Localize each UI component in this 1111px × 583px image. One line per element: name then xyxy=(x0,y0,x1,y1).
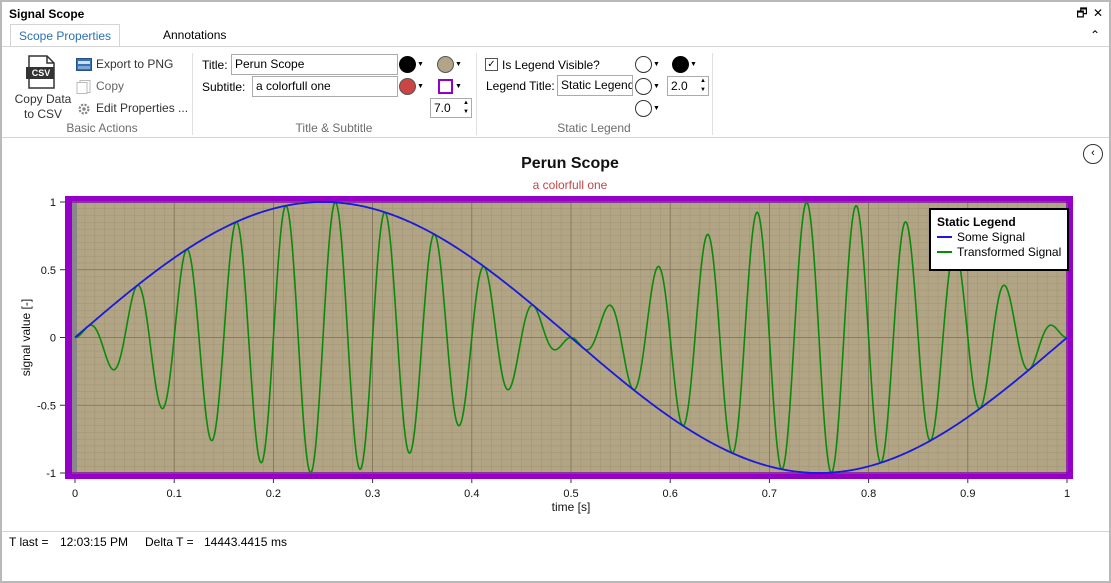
legend-border-width-value: 2.0 xyxy=(671,79,688,93)
t-last-label: T last = xyxy=(9,535,49,549)
title-color-swatch xyxy=(399,56,416,73)
x-tick-label: 1 xyxy=(1064,488,1070,500)
ribbon-tabs: Scope Properties Annotations ⌃ xyxy=(2,24,1109,46)
group-label-title-subtitle: Title & Subtitle xyxy=(295,121,373,135)
edit-properties-label: Edit Properties ... xyxy=(96,101,189,115)
subtitle-color-swatch xyxy=(399,78,416,95)
series-line-some-signal xyxy=(74,201,1068,474)
legend-fill-color-swatch xyxy=(635,56,652,73)
x-axis-label: time [s] xyxy=(552,500,591,514)
copy-csv-button[interactable]: CSV Copy Data to CSV xyxy=(10,53,72,123)
status-bar: T last = 12:03:15 PM Delta T = 14443.441… xyxy=(2,531,1109,551)
copy-button[interactable]: Copy xyxy=(76,77,124,95)
copy-icon xyxy=(76,79,92,94)
dropdown-caret-icon: ▼ xyxy=(653,61,660,68)
x-tick-label: 0.7 xyxy=(762,488,777,500)
background-color-swatch xyxy=(437,56,454,73)
spinner-arrows-icon[interactable]: ▲ ▼ xyxy=(463,100,469,115)
window-title: Signal Scope xyxy=(9,7,85,21)
group-separator xyxy=(712,53,713,135)
delta-t-label: Delta T = xyxy=(145,535,194,549)
subtitle-input[interactable]: a colorfull one xyxy=(252,76,398,97)
csv-file-icon: CSV xyxy=(26,55,56,89)
chart-canvas[interactable]: Perun Scope a colorfull one 0 0.1 0.2 0.3 0.4 0… xyxy=(2,139,1109,531)
close-icon[interactable]: ✕ xyxy=(1092,6,1104,20)
scope-chart[interactable]: Perun Scope a colorfull one 0 0.1 0.2 0.3 0.4 0… xyxy=(2,139,1109,531)
x-tick-label: 0 xyxy=(72,488,78,500)
tab-scope-properties[interactable]: Scope Properties xyxy=(10,24,121,46)
x-tick-label: 0.5 xyxy=(563,488,578,500)
y-tick-label: -0.5 xyxy=(37,400,56,412)
t-last-value: 12:03:15 PM xyxy=(60,535,129,549)
edit-properties-button[interactable]: Edit Properties ... xyxy=(76,99,188,117)
y-tick-label: 0.5 xyxy=(41,265,56,277)
subtitle-field-label: Subtitle: xyxy=(202,80,246,94)
restore-icon[interactable]: 🗗 xyxy=(1076,6,1088,20)
collapse-ribbon-icon[interactable]: ⌃ xyxy=(1089,28,1101,42)
border-width-value: 7.0 xyxy=(434,101,451,115)
group-label-basic-actions: Basic Actions xyxy=(66,121,138,135)
image-icon xyxy=(76,57,92,72)
cursor-marker xyxy=(72,203,77,472)
y-tick-label: 1 xyxy=(50,197,56,209)
y-tick-label: 0 xyxy=(50,333,56,345)
x-tick-label: 0.8 xyxy=(861,488,876,500)
title-input[interactable]: Perun Scope xyxy=(231,54,398,75)
y-axis-label: signal value [-] xyxy=(19,299,33,376)
dropdown-caret-icon: ▼ xyxy=(417,61,424,68)
legend-title-field-label: Legend Title: xyxy=(486,79,555,93)
delta-t-value: 14443.4415 xyxy=(204,535,268,549)
copy-csv-label-line1: Copy Data xyxy=(14,92,72,106)
border-color-swatch xyxy=(438,79,453,94)
x-tick-label: 0.3 xyxy=(365,488,380,500)
dropdown-caret-icon: ▼ xyxy=(455,61,462,68)
legend-title-color-swatch xyxy=(635,100,652,117)
export-png-button[interactable]: Export to PNG xyxy=(76,55,173,73)
gear-icon xyxy=(76,102,92,116)
chart-subtitle: a colorfull one xyxy=(533,178,608,192)
title-field-label: Title: xyxy=(202,58,228,72)
group-separator xyxy=(476,53,477,135)
side-panel-toggle-icon[interactable]: ‹ xyxy=(1083,144,1103,164)
y-tick-label: -1 xyxy=(46,468,56,480)
csv-icon-text: CSV xyxy=(31,68,51,78)
legend-visible-label: Is Legend Visible? xyxy=(502,58,600,72)
dropdown-caret-icon: ▼ xyxy=(653,105,660,112)
border-width-spinner[interactable]: 7.0 ▲ ▼ xyxy=(430,98,472,118)
legend-visible-checkbox[interactable]: ✓ xyxy=(485,58,498,71)
legend-text-color-swatch xyxy=(635,78,652,95)
copy-csv-label-line2: to CSV xyxy=(23,107,62,121)
chart-title: Perun Scope xyxy=(521,155,619,172)
dropdown-caret-icon: ▼ xyxy=(455,83,462,90)
dropdown-caret-icon: ▼ xyxy=(653,83,660,90)
title-bar: Signal Scope 🗗 ✕ xyxy=(2,2,1109,24)
x-tick-label: 0.6 xyxy=(663,488,678,500)
delta-t-unit: ms xyxy=(271,535,287,549)
dropdown-caret-icon: ▼ xyxy=(417,83,424,90)
tab-annotations[interactable]: Annotations xyxy=(163,28,227,42)
legend-title: Static Legend xyxy=(937,215,1016,229)
group-label-static-legend: Static Legend xyxy=(557,121,631,135)
legend-entry: Some Signal xyxy=(957,230,1025,244)
legend-box xyxy=(929,208,1069,271)
x-tick-label: 0.4 xyxy=(464,488,479,500)
legend-border-color-swatch xyxy=(672,56,689,73)
legend-border-width-spinner[interactable]: 2.0 ▲ ▼ xyxy=(667,76,709,96)
copy-label: Copy xyxy=(96,79,125,93)
legend-entry: Transformed Signal xyxy=(957,245,1061,259)
legend-title-input[interactable]: Static Legend xyxy=(557,75,633,96)
x-tick-label: 0.9 xyxy=(960,488,975,500)
x-tick-label: 0.1 xyxy=(167,488,182,500)
export-png-label: Export to PNG xyxy=(96,57,174,71)
ribbon: CSV Copy Data to CSV Export to PNG Copy … xyxy=(2,46,1109,138)
x-tick-label: 0.2 xyxy=(266,488,281,500)
spinner-arrows-icon[interactable]: ▲ ▼ xyxy=(700,78,706,93)
group-separator xyxy=(192,53,193,135)
dropdown-caret-icon: ▼ xyxy=(690,61,697,68)
